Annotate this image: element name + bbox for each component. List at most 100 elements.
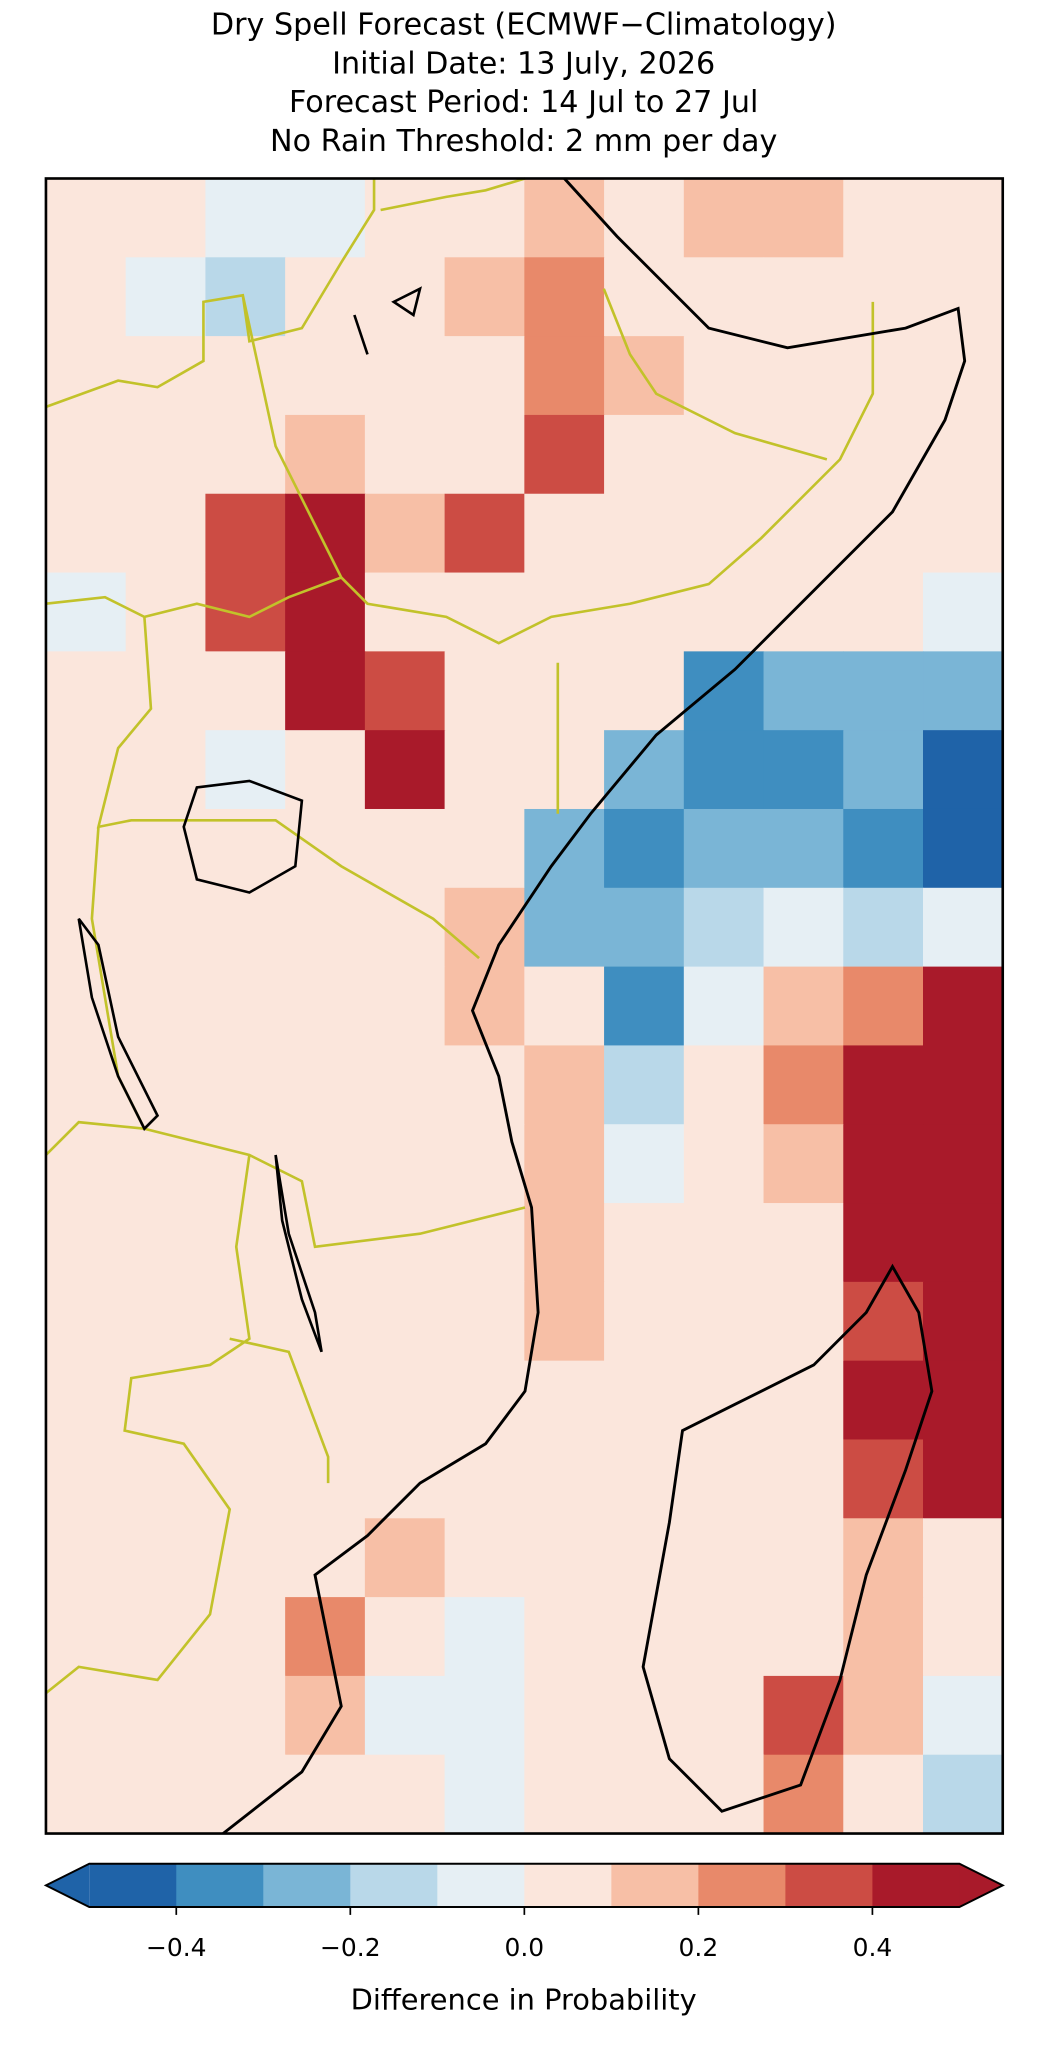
map-cell bbox=[285, 257, 366, 337]
map-cell bbox=[205, 1124, 286, 1204]
map-cell bbox=[364, 1203, 446, 1283]
colorbar-bin bbox=[89, 1863, 177, 1908]
map-cell bbox=[444, 651, 525, 731]
map-cell bbox=[923, 808, 1004, 889]
colorbar-bin bbox=[437, 1863, 525, 1908]
map-cell bbox=[683, 1754, 765, 1835]
map-cell bbox=[364, 1360, 446, 1441]
map-cell bbox=[285, 336, 366, 416]
map-cell bbox=[285, 1675, 366, 1756]
map-cell bbox=[843, 1360, 924, 1441]
map-cell bbox=[683, 1124, 765, 1204]
map-cell bbox=[45, 414, 127, 495]
map-cell bbox=[364, 1045, 446, 1125]
map-cell bbox=[843, 1597, 924, 1677]
map-cell bbox=[125, 1281, 207, 1362]
map-cell bbox=[843, 1675, 924, 1756]
map-cell bbox=[923, 1754, 1004, 1835]
map-cell bbox=[604, 414, 685, 495]
map-cell bbox=[285, 414, 366, 495]
map-cell bbox=[125, 1518, 207, 1598]
map-cell bbox=[125, 178, 207, 258]
map-cell bbox=[524, 651, 605, 731]
map-cell bbox=[444, 1675, 525, 1756]
map-cell bbox=[843, 1124, 924, 1204]
map-cell bbox=[763, 1045, 844, 1125]
title-line: Initial Date: 13 July, 2026 bbox=[332, 46, 715, 81]
map-cell bbox=[285, 1124, 366, 1204]
map-cell bbox=[843, 730, 924, 810]
map-cell bbox=[524, 1439, 605, 1519]
map-cell bbox=[524, 493, 605, 574]
colorbar-label: Difference in Probability bbox=[351, 1983, 697, 2017]
map-cell bbox=[285, 493, 366, 574]
map-cell bbox=[843, 651, 924, 731]
map-cell bbox=[524, 1360, 605, 1441]
map-cell bbox=[364, 730, 446, 810]
map-cell bbox=[524, 1518, 605, 1598]
map-cell bbox=[285, 651, 366, 731]
map-cell bbox=[444, 730, 525, 810]
map-cell bbox=[205, 1360, 286, 1441]
map-cell bbox=[683, 1203, 765, 1283]
map-cell bbox=[205, 336, 286, 416]
map-cell bbox=[125, 1675, 207, 1756]
map-cell bbox=[45, 178, 127, 258]
map-cell bbox=[45, 1281, 127, 1362]
map-cell bbox=[444, 257, 525, 337]
map-cell bbox=[843, 493, 924, 574]
map-cell bbox=[205, 1439, 286, 1519]
map-cell bbox=[45, 1754, 127, 1835]
map-cell bbox=[604, 1124, 685, 1204]
map-cell bbox=[45, 730, 127, 810]
colorbar-tick-label: −0.2 bbox=[320, 1933, 381, 1962]
map-cell bbox=[683, 1045, 765, 1125]
map-cell bbox=[683, 887, 765, 968]
map-cell bbox=[604, 730, 685, 810]
map-cell bbox=[683, 257, 765, 337]
map-cell bbox=[45, 1124, 127, 1204]
map-cell bbox=[444, 572, 525, 653]
map-cell bbox=[683, 1675, 765, 1756]
map-cell bbox=[125, 257, 207, 337]
map-cell bbox=[364, 808, 446, 889]
map-cell bbox=[364, 1439, 446, 1519]
titles: Dry Spell Forecast (ECMWF−Climatology)In… bbox=[211, 8, 837, 159]
map-cell bbox=[524, 966, 605, 1047]
map-cell bbox=[763, 1203, 844, 1283]
map-cell bbox=[604, 1675, 685, 1756]
map-cell bbox=[125, 1597, 207, 1677]
map-cell bbox=[923, 730, 1004, 810]
map-cell bbox=[683, 1518, 765, 1598]
map-cell bbox=[843, 178, 924, 258]
map-cell bbox=[125, 651, 207, 731]
map-cell bbox=[843, 257, 924, 337]
map-cell bbox=[604, 1281, 685, 1362]
map-cell bbox=[285, 1754, 366, 1835]
map-cell bbox=[285, 178, 366, 258]
map-cell bbox=[923, 1518, 1004, 1598]
map-cell bbox=[285, 572, 366, 653]
colorbar-tick-label: −0.4 bbox=[146, 1933, 207, 1962]
map-cell bbox=[843, 1203, 924, 1283]
map-cell bbox=[604, 1754, 685, 1835]
map-cell bbox=[285, 1045, 366, 1125]
colorbar-bin bbox=[698, 1863, 786, 1908]
map-cell bbox=[683, 1597, 765, 1677]
map-cell bbox=[604, 1360, 685, 1441]
map-cell bbox=[843, 572, 924, 653]
map-cell bbox=[763, 1360, 844, 1441]
map-cell bbox=[923, 1360, 1004, 1441]
map-cell bbox=[364, 178, 446, 258]
map-cell bbox=[923, 1281, 1004, 1362]
map-cell bbox=[45, 1203, 127, 1283]
map-cell bbox=[763, 887, 844, 968]
map-cell bbox=[923, 651, 1004, 731]
map-cell bbox=[923, 1439, 1004, 1519]
map-cell bbox=[683, 178, 765, 258]
map-cell bbox=[923, 1675, 1004, 1756]
map-cell bbox=[285, 1360, 366, 1441]
map-cell bbox=[45, 1675, 127, 1756]
